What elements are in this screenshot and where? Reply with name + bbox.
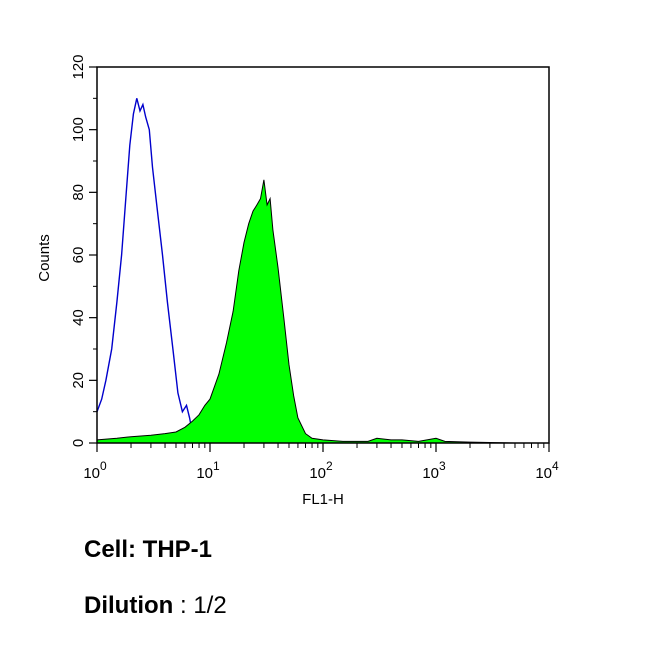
x-tick-label: 101	[196, 459, 220, 482]
dilution-label: Dilution	[84, 592, 174, 619]
y-tick-label: 120	[70, 54, 87, 79]
y-tick-label: 0	[70, 439, 87, 447]
y-tick-label: 100	[70, 117, 87, 142]
y-tick-label: 20	[70, 372, 87, 389]
series-1-area	[97, 179, 549, 444]
dilution-value: 1/2	[193, 592, 227, 619]
y-tick-label: 80	[70, 184, 87, 201]
ticks-layer: 0 20 40 60 80 100 120 100 101 102 103 104	[70, 54, 559, 482]
x-axis-title: FL1-H	[302, 491, 344, 508]
x-tick-label: 102	[309, 459, 333, 482]
dilution-caption: Dilution : 1/2	[84, 592, 227, 620]
plot-frame	[96, 66, 550, 444]
cell-line-label: Cell: THP-1	[84, 536, 213, 563]
series-0-line	[96, 98, 196, 444]
y-tick-label: 60	[70, 247, 87, 264]
cell-line-caption: Cell: THP-1	[84, 536, 212, 564]
y-axis-title: Counts	[36, 234, 53, 282]
x-tick-label: 103	[422, 459, 446, 482]
x-tick-label: 100	[83, 459, 107, 482]
histogram-chart: 0 20 40 60 80 100 120 100 101 102 103 104 FL1-H Cou…	[36, 54, 559, 508]
x-tick-label: 104	[535, 459, 559, 482]
dilution-separator: :	[173, 592, 194, 619]
y-tick-label: 40	[70, 309, 87, 326]
series-1-edge	[96, 179, 549, 444]
series-layer	[96, 98, 549, 444]
histogram-figure: 0 20 40 60 80 100 120 100 101 102 103 104 FL1-H Cou…	[36, 54, 559, 508]
